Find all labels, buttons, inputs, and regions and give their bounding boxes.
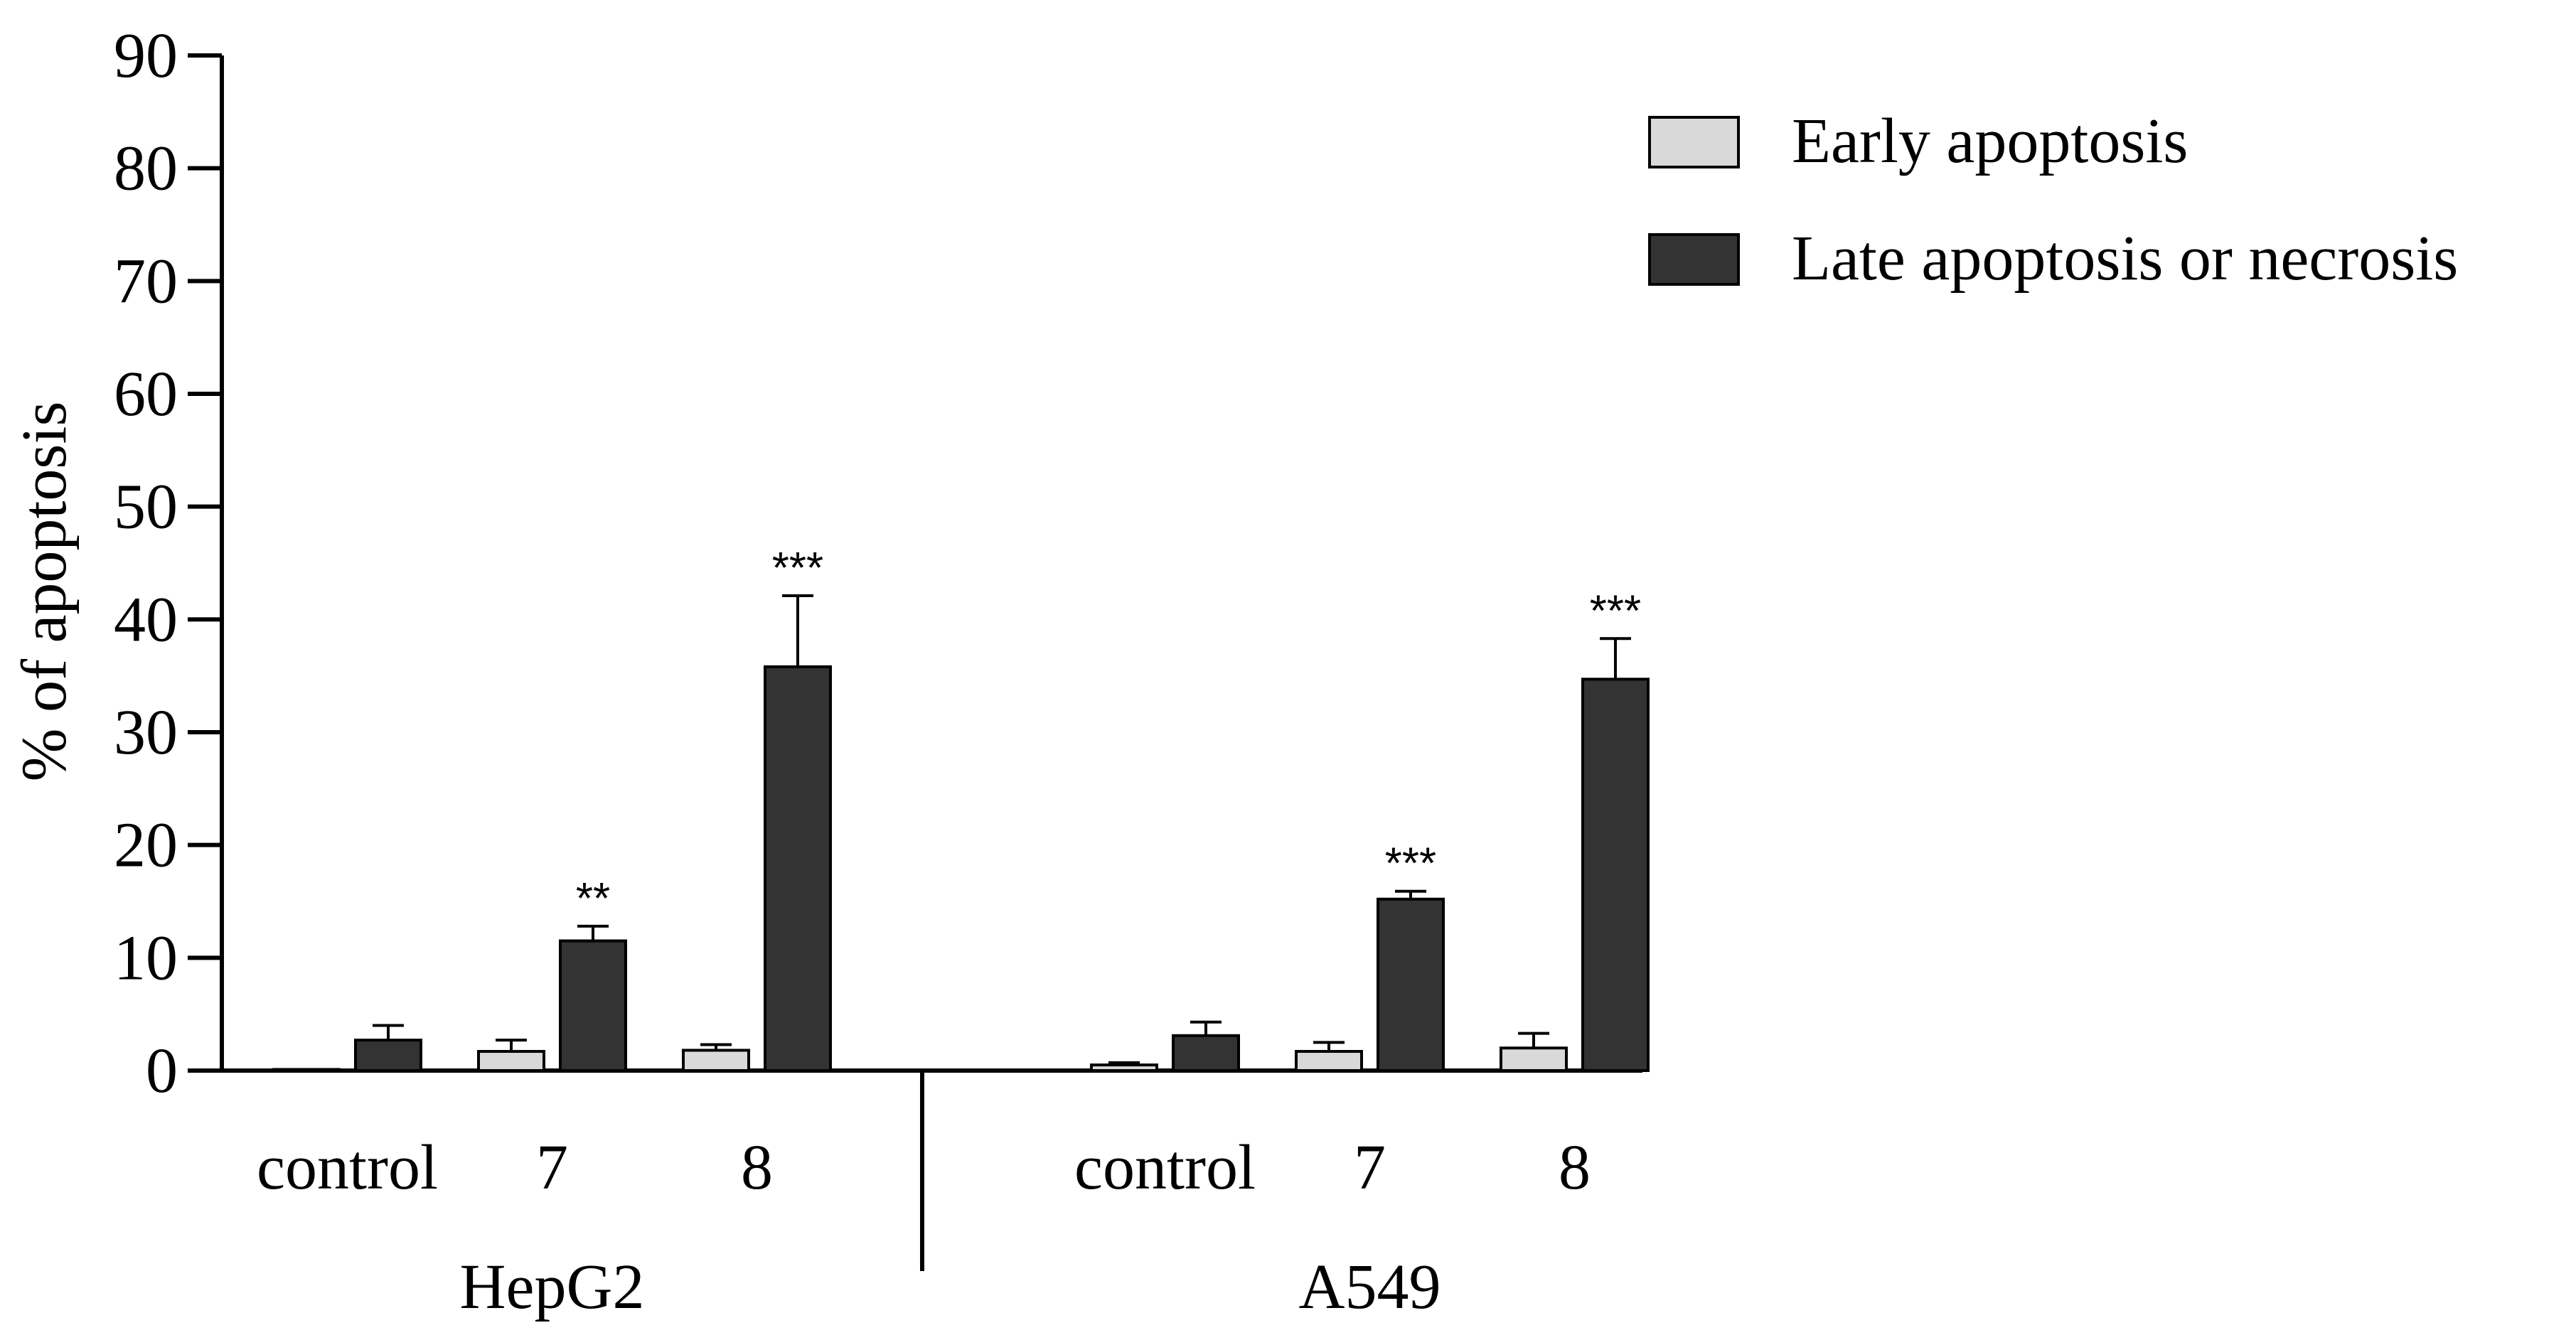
y-tick-label: 60 (114, 359, 178, 429)
category-label: 7 (1354, 1132, 1386, 1203)
group-label: HepG2 (460, 1252, 645, 1322)
y-tick-label: 80 (114, 134, 178, 204)
bar-late-apoptosis (1377, 897, 1445, 1072)
legend-label: Late apoptosis or necrosis (1792, 223, 2458, 294)
y-tick-label: 90 (114, 21, 178, 91)
y-tick-label: 0 (146, 1036, 178, 1106)
category-label: 8 (1559, 1132, 1591, 1203)
group-label: A549 (1299, 1252, 1441, 1322)
bar-late-apoptosis (354, 1039, 422, 1073)
legend-swatch (1648, 116, 1740, 168)
y-tick-label: 40 (114, 584, 178, 655)
category-label: control (1074, 1132, 1256, 1203)
bar-early-apoptosis (682, 1049, 750, 1072)
bar-early-apoptosis (272, 1068, 341, 1072)
bar-late-apoptosis (559, 939, 627, 1072)
significance-label: *** (1590, 586, 1641, 636)
legend: Early apoptosis Late apoptosis or necrosi… (1648, 106, 2458, 294)
y-tick-label: 20 (114, 810, 178, 881)
bar-late-apoptosis (764, 665, 832, 1072)
y-tick-label: 10 (114, 923, 178, 993)
bar-early-apoptosis (1295, 1050, 1363, 1072)
category-label: 7 (536, 1132, 568, 1203)
significance-label: ** (576, 874, 610, 923)
bar-early-apoptosis (477, 1050, 545, 1072)
y-tick-label: 70 (114, 246, 178, 316)
labels: control ** 7 *** 8 HepG2 control *** 7 *** 8 A549 (257, 544, 1641, 1322)
category-label: control (257, 1132, 438, 1203)
legend-label: Early apoptosis (1792, 106, 2188, 176)
y-axis-title: % of apoptosis (9, 402, 80, 782)
bar-late-apoptosis (1581, 677, 1650, 1072)
y-tick-label: 50 (114, 472, 178, 542)
bar-early-apoptosis (1500, 1046, 1568, 1073)
y-tick-label: 30 (114, 697, 178, 768)
axes: 0 10 20 30 40 50 60 70 80 90 % of apoptosis (9, 21, 1642, 1271)
significance-label: *** (1385, 840, 1436, 889)
category-label: 8 (741, 1132, 773, 1203)
bar-late-apoptosis (1172, 1034, 1240, 1073)
bar-early-apoptosis (1090, 1063, 1158, 1072)
significance-label: *** (772, 544, 823, 593)
legend-swatch (1648, 233, 1740, 286)
bars (272, 594, 1650, 1073)
